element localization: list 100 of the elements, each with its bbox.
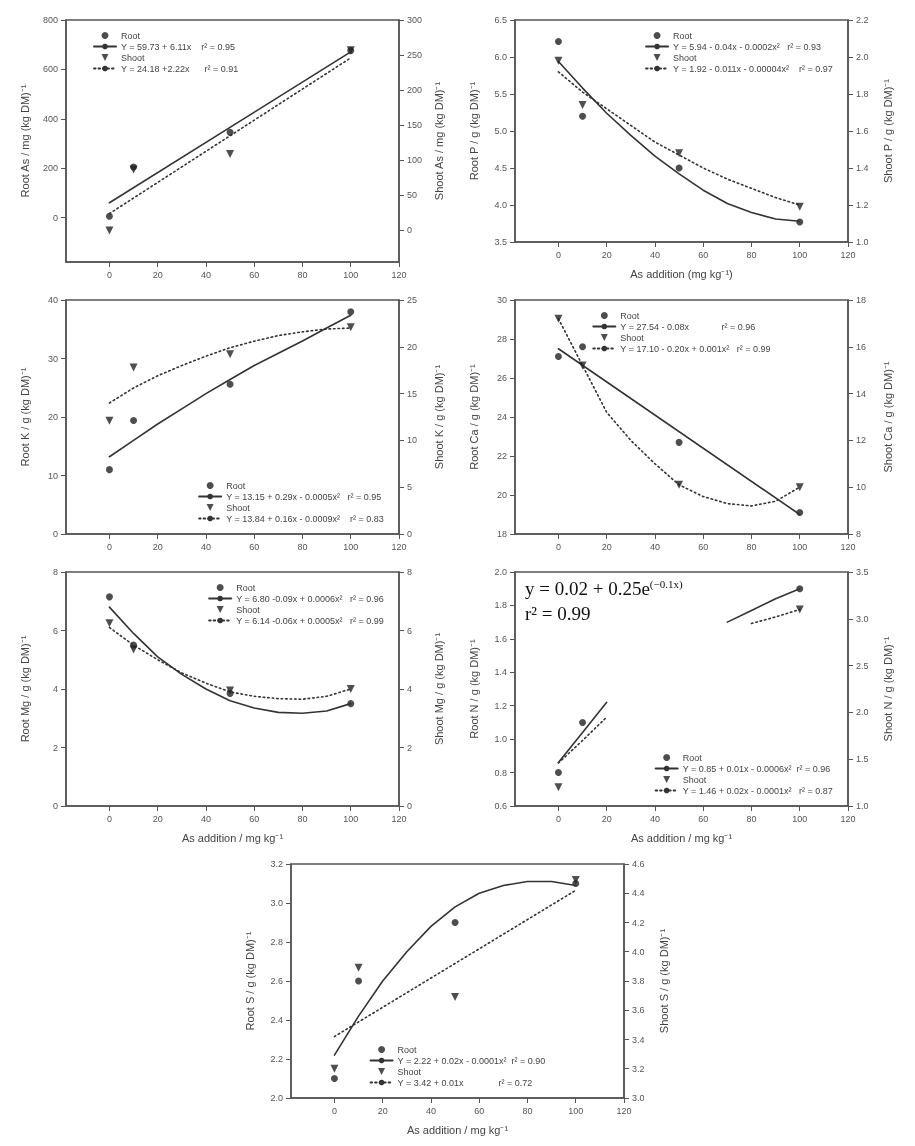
y-tick-label: 40	[47, 295, 58, 305]
y2-tick-label: 150	[407, 120, 423, 131]
x-tick-label: 40	[200, 541, 211, 552]
y-tick-label: 3.2	[269, 859, 283, 869]
y-tick-label: 6.0	[494, 52, 507, 62]
x-tick-label: 120	[391, 269, 407, 280]
x-tick-label: 100	[343, 269, 359, 280]
y2-tick-label: 50	[407, 190, 418, 201]
y2-tick-label: 0	[407, 225, 413, 236]
y-tick-label: 8	[52, 567, 58, 577]
legend-label: Y = 24.18 +2.22x r² = 0.91	[121, 63, 239, 74]
y2-tick-label: 4.2	[631, 917, 645, 928]
y-tick-label: 5.0	[494, 126, 507, 136]
y-tick-label: 3.0	[269, 898, 283, 908]
y2-tick-label: 6	[407, 625, 413, 636]
y2-tick-label: 1.0	[856, 237, 869, 247]
y-tick-label: 10	[47, 470, 58, 481]
annotation: r² = 0.99	[525, 603, 591, 624]
y2-tick-label: 20	[407, 341, 418, 352]
y-tick-label: 1.4	[494, 667, 507, 678]
y2-tick-label: 25	[407, 295, 418, 305]
y-tick-label: 0	[52, 212, 58, 223]
x-tick-label: 20	[152, 813, 163, 824]
y-tick-label: 2.6	[269, 976, 283, 986]
legend-label: Root	[236, 582, 256, 593]
x-tick-label: 120	[391, 541, 407, 552]
y2-tick-label: 200	[407, 85, 423, 96]
y-tick-label: 26	[496, 373, 507, 383]
y-tick-label: 0.6	[494, 801, 507, 811]
y-tick-label: 0.8	[494, 767, 507, 778]
x-tick-label: 0	[106, 269, 112, 280]
x-tick-label: 100	[792, 813, 808, 824]
legend-label: Shoot	[682, 774, 707, 785]
x-tick-label: 80	[521, 1105, 532, 1116]
x-tick-label: 120	[840, 249, 856, 260]
x-tick-label: 60	[249, 813, 260, 824]
legend-label: Y = 1.46 + 0.02x - 0.0001x² r² = 0.87	[682, 785, 833, 796]
y2-tick-label: 5	[407, 482, 413, 493]
x-tick-label: 120	[840, 813, 856, 824]
legend-label: Shoot	[236, 604, 261, 615]
y-tick-label: 600	[42, 64, 58, 75]
legend-label: Y = 6.14 -0.06x + 0.0005x² r² = 0.99	[236, 615, 384, 626]
y-tick-label: 5.5	[494, 89, 507, 99]
y-tick-label: 1.0	[494, 734, 507, 745]
y-tick-label: 2.2	[269, 1054, 283, 1064]
y-tick-label: 400	[42, 113, 58, 124]
legend-label: Y = 13.15 + 0.29x - 0.0005x² r² = 0.95	[226, 491, 382, 502]
y-tick-label: 6.5	[494, 15, 507, 25]
x-tick-label: 20	[601, 813, 612, 824]
y-tick-label: 1.2	[494, 700, 507, 711]
legend-label: Y = 3.42 + 0.01x r² = 0.72	[397, 1077, 532, 1088]
y-tick-label: 20	[496, 490, 507, 500]
legend-label: Shoot	[673, 52, 698, 63]
x-tick-label: 0	[555, 249, 561, 260]
legend-label: Y = 13.84 + 0.16x - 0.0009x² r² = 0.83	[226, 513, 384, 524]
x-tick-label: 80	[297, 269, 308, 280]
x-tick-label: 0	[555, 541, 561, 552]
x-tick-label: 80	[746, 249, 757, 260]
legend-label: Y = 1.92 - 0.011x - 0.00004x² r² = 0.97	[673, 63, 833, 74]
x-tick-label: 40	[649, 249, 660, 260]
x-tick-label: 120	[840, 541, 856, 552]
x-tick-label: 20	[152, 269, 163, 280]
y-tick-label: 6	[52, 625, 58, 636]
y-tick-label: 4.5	[494, 163, 507, 173]
y2-tick-label: 1.6	[856, 126, 869, 136]
y-axis-title: Root Mg / g (kg DM)⁻¹	[18, 635, 31, 743]
legend-label: Y = 5.94 - 0.04x - 0.0002x² r² = 0.93	[673, 41, 821, 52]
y2-axis-title: Shoot Mg / g (kg DM)⁻¹	[432, 632, 445, 746]
y2-axis-title: Shoot Ca / g (kg DM)⁻¹	[881, 361, 894, 473]
y2-tick-label: 8	[407, 567, 413, 577]
x-tick-label: 100	[343, 541, 359, 552]
y-tick-label: 0	[52, 529, 58, 539]
x-tick-label: 100	[343, 813, 359, 824]
y-tick-label: 800	[42, 15, 58, 25]
y-tick-label: 2.4	[269, 1015, 283, 1025]
y-tick-label: 0	[52, 801, 58, 811]
x-tick-label: 80	[746, 541, 757, 552]
y2-axis-title: Shoot As / mg (kg DM)⁻¹	[432, 81, 445, 201]
y2-tick-label: 1.2	[856, 200, 869, 210]
y-tick-label: 2.0	[494, 567, 507, 577]
y2-tick-label: 16	[856, 341, 867, 352]
x-tick-label: 60	[249, 541, 260, 552]
y2-tick-label: 3.8	[631, 976, 645, 986]
x-tick-label: 60	[698, 249, 709, 260]
y2-tick-label: 4.6	[631, 859, 645, 869]
y-tick-label: 18	[496, 529, 507, 539]
y2-tick-label: 0	[407, 529, 413, 539]
x-tick-label: 80	[297, 541, 308, 552]
x-tick-label: 100	[792, 541, 808, 552]
y-tick-label: 4.0	[494, 200, 507, 210]
x-tick-label: 0	[106, 541, 112, 552]
x-tick-label: 40	[200, 269, 211, 280]
x-axis-title: As addition / mg kg⁻¹	[181, 831, 284, 844]
y2-tick-label: 3.0	[631, 1093, 645, 1103]
legend-label: Y = 27.54 - 0.08x r² = 0.96	[620, 321, 756, 332]
y2-tick-label: 2.5	[856, 660, 869, 671]
y2-tick-label: 4.4	[631, 888, 645, 899]
legend-label: Y = 0.85 + 0.01x - 0.0006x² r² = 0.96	[682, 763, 831, 774]
y2-tick-label: 8	[856, 529, 862, 539]
y2-tick-label: 3.2	[631, 1063, 645, 1074]
